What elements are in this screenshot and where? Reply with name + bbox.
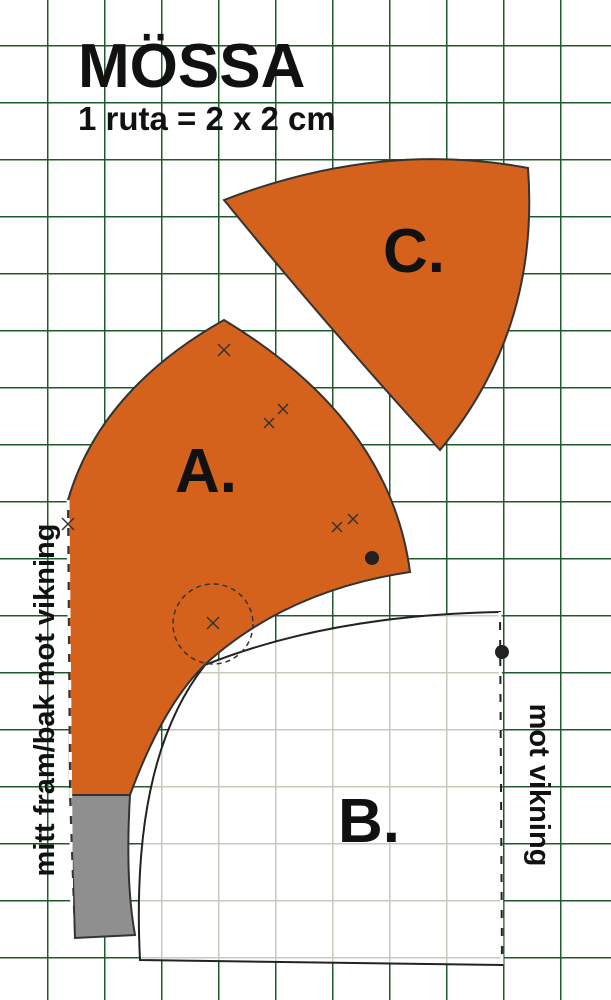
fold-label: mot vikning [523,704,555,867]
piece-label: A. [175,437,237,506]
piece-a [66,318,412,796]
fold-line [66,499,74,939]
fold-line [498,611,504,966]
piece-b-grid [137,610,504,967]
piece-label: B. [338,787,400,856]
circle-mark [172,583,254,665]
title: MÖSSA [78,32,305,101]
dot [495,645,509,659]
cross-marks [61,343,359,630]
fold-label: mitt fram/bak mot vikning [29,524,61,877]
dot [365,551,379,565]
subtitle: 1 ruta = 2 x 2 cm [78,100,336,137]
piece-a-band [68,794,137,940]
piece-label: C. [383,217,445,286]
piece-c [222,158,531,452]
